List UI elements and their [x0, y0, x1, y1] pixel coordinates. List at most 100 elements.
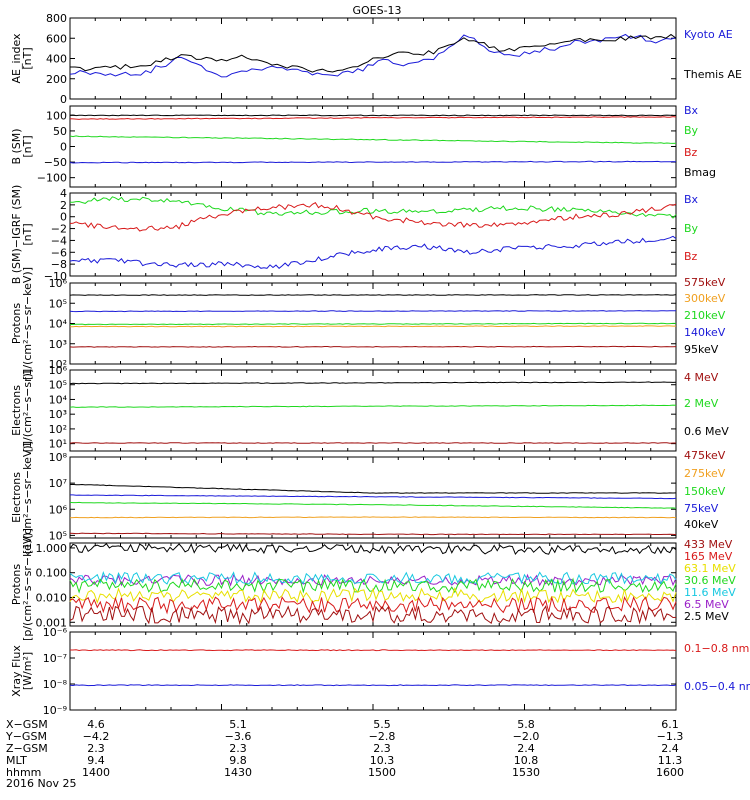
x-row-value: 2.3	[87, 742, 105, 755]
x-row-value: 5.1	[229, 718, 247, 731]
y-tick-label: 10⁻⁹	[43, 704, 67, 717]
legend-entry: 95keV	[684, 343, 719, 356]
y-axis-label: [1/(cm²−s−sr−keV)]	[21, 267, 34, 380]
legend-entry: 2.5 MeV	[684, 610, 729, 623]
series-protons_mev-11-6-mev	[69, 570, 677, 586]
series-electrons_mev-4-mev	[69, 442, 676, 444]
series-bsm-bmag	[69, 114, 677, 117]
x-row-value: 1530	[512, 766, 540, 779]
panel-electrons_kev: 10⁵ 10⁶ 10⁷ 10⁸ Electrons[1/(cm²−s−sr−keV)] 4…	[10, 441, 726, 554]
x-row-value: 9.8	[229, 754, 247, 767]
x-row-value: 10.3	[370, 754, 395, 767]
series-protons_mev-2-5-mev	[69, 542, 677, 556]
legend-entry: 165 MeV	[684, 550, 733, 563]
x-row-label: Z−GSM	[6, 742, 48, 755]
y-axis-label: [nT]	[21, 223, 34, 245]
y-axis-label: [nT]	[21, 135, 34, 157]
series-electrons_kev-150kev	[69, 501, 677, 509]
y-axis-label: Electrons	[10, 385, 23, 436]
y-tick-label: 0	[60, 93, 67, 106]
legend-entry: 2 MeV	[684, 397, 719, 410]
x-row-value: −1.3	[657, 730, 684, 743]
x-row-value: 1430	[224, 766, 252, 779]
y-tick-label: 10⁶	[49, 364, 68, 377]
legend-entry: 40keV	[684, 518, 719, 531]
legend-entry: 475keV	[684, 449, 726, 462]
y-tick-label: 10³	[49, 408, 67, 421]
legend-entry: Bmag	[684, 166, 716, 179]
legend-entry: Bz	[684, 146, 698, 159]
series-protons_hi-95kev	[69, 294, 677, 296]
series-electrons_mev-0-6-mev	[69, 381, 677, 385]
y-tick-label: 10⁵	[49, 297, 67, 310]
legend-entry: Themis AE	[683, 68, 742, 81]
x-row-value: 4.6	[87, 718, 105, 731]
series-ae-themis-ae	[70, 33, 677, 73]
legend-entry: Bz	[684, 250, 698, 263]
y-tick-label: 600	[46, 32, 67, 45]
legend-entry: 150keV	[684, 485, 726, 498]
y-tick-label: 200	[46, 73, 67, 86]
series-protons_hi-140kev	[69, 310, 677, 313]
x-row-value: −2.8	[369, 730, 396, 743]
y-tick-label: 800	[46, 12, 67, 25]
y-tick-label: 10⁵	[49, 529, 67, 542]
y-axis-label: Protons	[10, 303, 23, 344]
series-electrons_mev-2-mev	[69, 404, 677, 408]
legend-entry: 63.1 MeV	[684, 562, 736, 575]
panel-frame	[69, 631, 677, 711]
x-row-value: 2.3	[229, 742, 247, 755]
legend-entry: 275keV	[684, 467, 726, 480]
y-tick-label: 10⁴	[49, 393, 68, 406]
legend-entry: 4 MeV	[684, 371, 719, 384]
x-row-value: −2.0	[513, 730, 540, 743]
y-tick-label: 0	[60, 211, 67, 224]
legend-entry: 30.6 MeV	[684, 574, 736, 587]
y-tick-label: −4	[51, 234, 67, 247]
series-protons_mev-63-1-mev	[69, 586, 677, 604]
x-row-value: 2.4	[517, 742, 535, 755]
panel-ae: 0 200 400 600 800 AE_index[nT] Kyoto AE Themis …	[10, 12, 742, 106]
panel-frame	[69, 542, 677, 627]
x-row-value: 10.8	[514, 754, 539, 767]
legend-entry: 140keV	[684, 326, 726, 339]
y-tick-label: 10¹	[49, 438, 67, 451]
y-axis-label: [nT]	[21, 47, 34, 69]
legend-entry: 75keV	[684, 502, 719, 515]
x-row-label: MLT	[6, 754, 27, 767]
series-bigrf-bx	[69, 235, 677, 269]
y-tick-label: 400	[46, 53, 67, 66]
series-protons_mev-165-mev	[69, 595, 677, 615]
x-row-value: 2.3	[373, 742, 391, 755]
series-electrons_kev-40kev	[69, 483, 677, 494]
y-tick-label: 100	[46, 109, 67, 122]
y-axis-label: [1/(cm²−s−sr−keV)]	[21, 441, 34, 554]
x-row-value: 2.4	[661, 742, 679, 755]
y-axis-label: B (SM)	[10, 128, 23, 164]
x-row-value: 5.8	[517, 718, 535, 731]
legend-entry: 210keV	[684, 309, 726, 322]
x-row-value: 11.3	[658, 754, 683, 767]
x-row-value: 1500	[368, 766, 396, 779]
y-axis-label: Xray Flux	[10, 645, 23, 697]
y-tick-label: 10⁻⁸	[43, 678, 68, 691]
legend-entry: Bx	[684, 104, 699, 117]
series-protons_hi-210kev	[70, 322, 676, 326]
legend-entry: By	[684, 222, 699, 235]
panel-protons_hi: 10² 10³ 10⁴ 10⁵ 10⁶ Protons[1/(cm²−s−sr−keV)]…	[10, 267, 726, 380]
series-bigrf-bz	[69, 202, 677, 232]
series-bsm-bx	[69, 160, 677, 164]
legend-entry: 300keV	[684, 292, 726, 305]
y-tick-label: 0.001	[36, 616, 68, 629]
y-tick-label: 10⁸	[49, 451, 68, 464]
series-xray-0-05-0-4-nm	[69, 684, 677, 687]
y-tick-label: −6	[51, 246, 67, 259]
y-axis-label: [1/(cm²−s−sr)]	[21, 369, 34, 452]
y-tick-label: 50	[53, 125, 67, 138]
legend-entry: Kyoto AE	[684, 28, 733, 41]
x-row-value: −4.2	[83, 730, 110, 743]
legend-entry: Bx	[684, 193, 699, 206]
panel-protons_mev: 0.001 0.010 0.100 1.000 Protons[p/(cm²−s−sr−…	[10, 528, 736, 641]
